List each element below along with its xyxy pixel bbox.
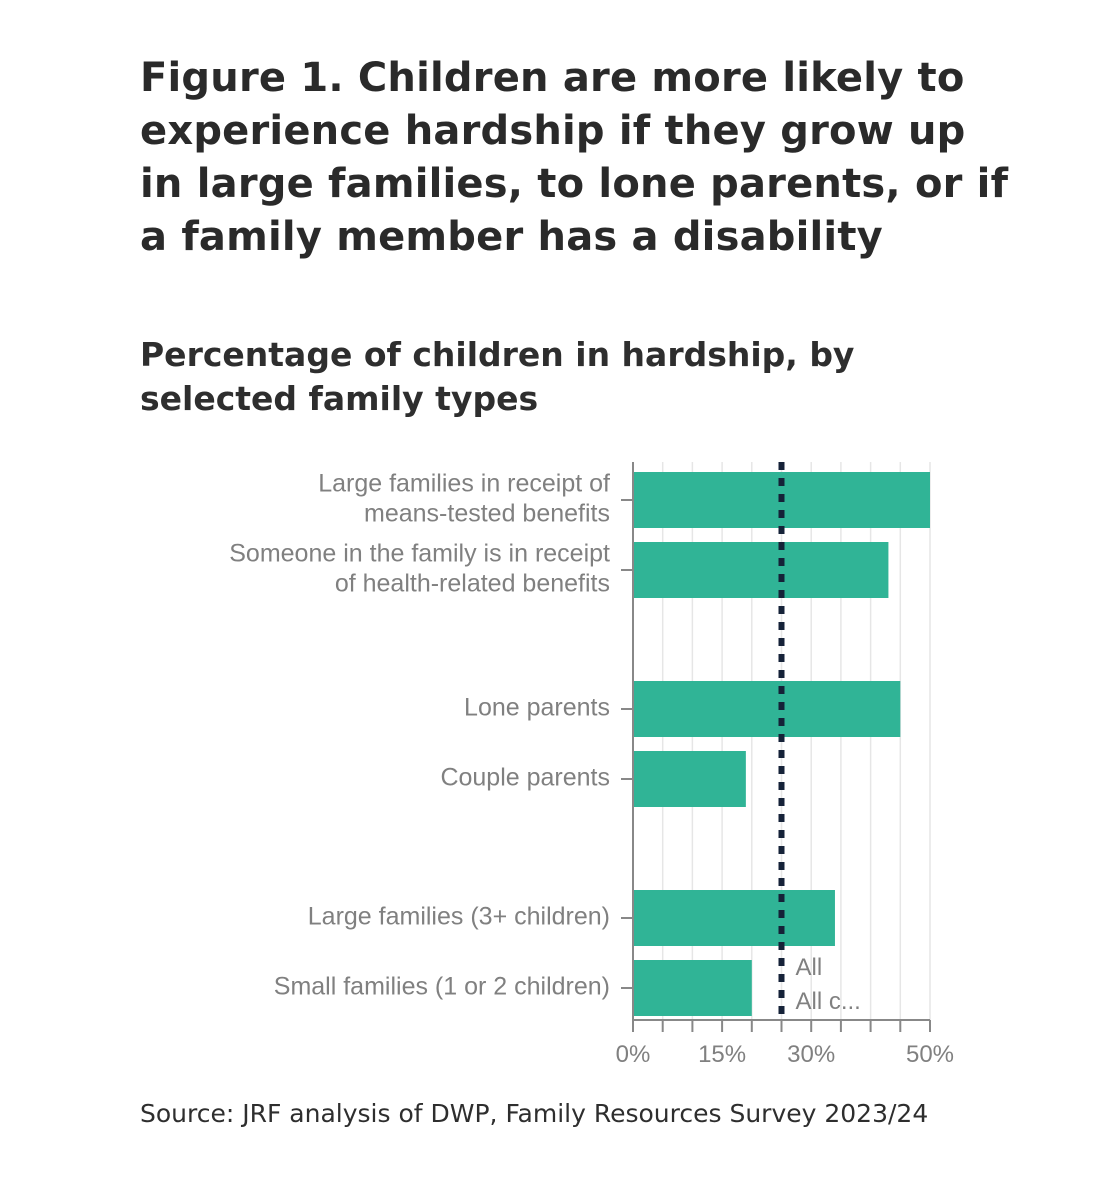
x-tick-label: 30% [787,1041,835,1068]
bar [633,960,752,1016]
category-label: Someone in the family is in receipt [229,540,610,568]
category-label: Large families (3+ children) [308,903,610,931]
bar [633,890,835,946]
category-label: Lone parents [464,694,610,722]
x-tick-label: 15% [698,1041,746,1068]
source-note: Source: JRF analysis of DWP, Family Reso… [140,1099,929,1128]
bar [633,542,889,598]
reference-line-label: All c... [796,988,861,1015]
category-label: Large families in receipt of [318,470,610,498]
reference-line-label: All [796,954,823,981]
category-label: of health-related benefits [335,570,610,598]
category-label: Small families (1 or 2 children) [274,973,610,1001]
bar [633,681,901,737]
category-label: Couple parents [440,764,610,792]
x-tick-label: 50% [906,1041,954,1068]
category-label: means-tested benefits [364,500,610,528]
bar [633,751,746,807]
chart-subtitle: Percentage of children in hardship, by s… [140,335,855,418]
bar-chart: Large families in receipt ofmeans-tested… [229,462,954,1068]
x-tick-label: 0% [616,1041,651,1068]
chart-title: Figure 1. Children are more likely to ex… [140,55,1009,260]
